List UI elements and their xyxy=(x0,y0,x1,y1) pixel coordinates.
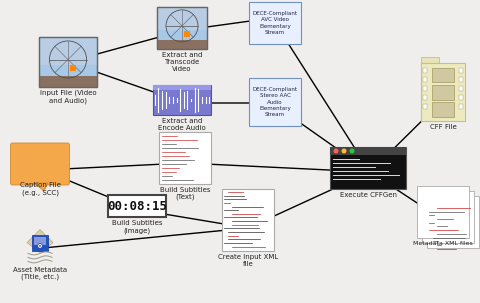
Bar xyxy=(423,86,427,91)
Text: Metadata XML files: Metadata XML files xyxy=(413,241,473,246)
Bar xyxy=(417,186,469,238)
Bar xyxy=(39,37,97,87)
Polygon shape xyxy=(34,183,48,191)
Text: Extract and
Encode Audio: Extract and Encode Audio xyxy=(158,118,206,131)
Circle shape xyxy=(341,148,347,154)
Bar xyxy=(423,77,427,82)
Bar xyxy=(432,102,455,117)
Bar xyxy=(249,2,301,44)
Bar xyxy=(157,7,207,49)
Bar xyxy=(39,76,97,87)
Text: Create Input XML
file: Create Input XML file xyxy=(218,254,278,267)
Bar xyxy=(421,63,465,121)
Bar xyxy=(421,57,440,65)
Bar xyxy=(222,189,274,251)
Bar xyxy=(459,104,463,109)
Text: Input File (Video
and Audio): Input File (Video and Audio) xyxy=(40,90,96,104)
Bar xyxy=(459,86,463,91)
Bar xyxy=(157,40,207,49)
Bar xyxy=(459,95,463,100)
Text: DECE-Compliant
Stereo AAC
Audio
Elementary
Stream: DECE-Compliant Stereo AAC Audio Elementa… xyxy=(252,87,298,117)
Bar xyxy=(330,147,406,189)
Bar xyxy=(249,78,301,126)
Text: Build Subtitles
(Image): Build Subtitles (Image) xyxy=(112,220,162,234)
Bar xyxy=(32,235,48,251)
Text: CFF File: CFF File xyxy=(430,124,456,130)
Polygon shape xyxy=(27,230,53,253)
Text: Asset Metadata
(Title, etc.): Asset Metadata (Title, etc.) xyxy=(13,267,67,281)
Text: DECE-Compliant
AVC Video
Elementary
Stream: DECE-Compliant AVC Video Elementary Stre… xyxy=(252,11,298,35)
Bar xyxy=(157,7,207,49)
Bar xyxy=(153,85,211,89)
Text: Caption File
(e.g., SCC): Caption File (e.g., SCC) xyxy=(20,182,60,195)
Bar xyxy=(39,37,97,65)
Bar xyxy=(39,37,97,65)
Bar xyxy=(159,132,211,184)
Bar xyxy=(157,7,207,30)
Bar xyxy=(70,65,76,71)
Circle shape xyxy=(349,148,355,154)
Bar xyxy=(459,68,463,73)
Bar xyxy=(39,37,97,87)
Bar xyxy=(423,104,427,109)
Text: Build Subtitles
(Text): Build Subtitles (Text) xyxy=(160,187,210,201)
Bar xyxy=(34,237,46,245)
Bar xyxy=(427,196,479,248)
Bar xyxy=(108,195,166,217)
Bar xyxy=(423,95,427,100)
Bar xyxy=(330,147,406,155)
Circle shape xyxy=(37,244,42,248)
Text: 00:08:15: 00:08:15 xyxy=(107,199,167,212)
Bar xyxy=(422,191,474,243)
Circle shape xyxy=(334,148,338,154)
Bar xyxy=(432,68,455,82)
Text: Execute CFFGen: Execute CFFGen xyxy=(339,192,396,198)
Bar xyxy=(184,31,190,37)
Bar xyxy=(459,77,463,82)
Text: Extract and
Transcode
Video: Extract and Transcode Video xyxy=(162,52,202,72)
Bar xyxy=(153,85,211,115)
Bar xyxy=(423,68,427,73)
FancyBboxPatch shape xyxy=(11,143,70,185)
Circle shape xyxy=(39,245,41,247)
Bar xyxy=(432,85,455,100)
Bar xyxy=(157,7,207,30)
